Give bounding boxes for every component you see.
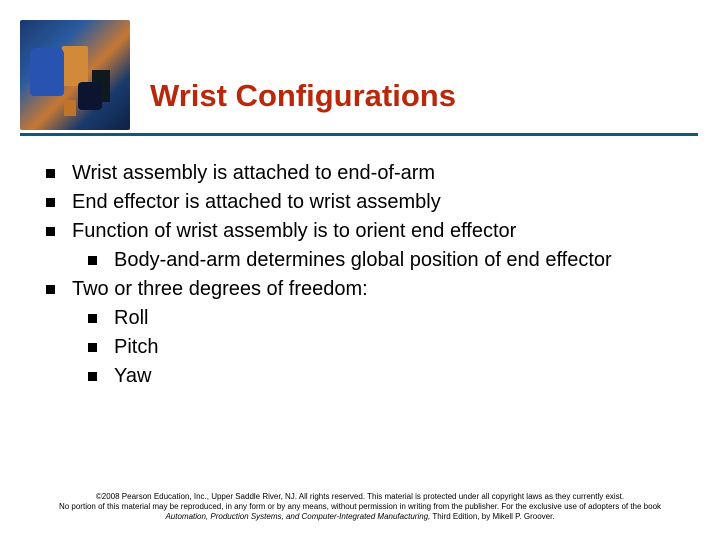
bullet-text: Two or three degrees of freedom: [72,278,368,300]
bullet-item: Function of wrist assembly is to orient … [30,218,690,274]
bullet-item: End effector is attached to wrist assemb… [30,189,690,216]
slide-title: Wrist Configurations [150,78,456,114]
footer-line: Automation, Production Systems, and Comp… [30,512,690,522]
slide-header: Wrist Configurations [0,0,720,120]
bullet-text: Function of wrist assembly is to orient … [72,220,516,242]
bullet-item: Pitch [72,334,690,361]
footer-line: No portion of this material may be repro… [30,502,690,512]
slide-body: Wrist assembly is attached to end-of-arm… [30,160,690,392]
bullet-item: Wrist assembly is attached to end-of-arm [30,160,690,187]
footer-line: ©2008 Pearson Education, Inc., Upper Sad… [30,492,690,502]
sub-bullet-list: Body-and-arm determines global position … [72,247,690,274]
footer-text: Third Edition, by Mikell P. Groover. [430,512,554,521]
header-rule [20,133,698,136]
bullet-item: Body-and-arm determines global position … [72,247,690,274]
bullet-list: Wrist assembly is attached to end-of-arm… [30,160,690,390]
bullet-item: Two or three degrees of freedom: Roll Pi… [30,276,690,390]
bullet-item: Yaw [72,363,690,390]
copyright-footer: ©2008 Pearson Education, Inc., Upper Sad… [0,492,720,522]
footer-text: No portion of this material may be repro… [59,502,661,511]
footer-book-title: Automation, Production Systems, and Comp… [165,512,430,521]
sub-bullet-list: Roll Pitch Yaw [72,305,690,390]
header-thumbnail-image [20,20,130,130]
bullet-item: Roll [72,305,690,332]
